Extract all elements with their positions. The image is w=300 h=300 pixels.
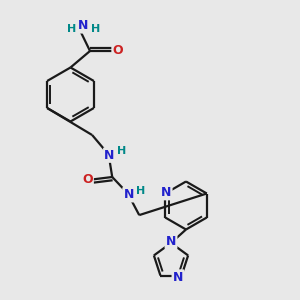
Text: H: H bbox=[136, 185, 145, 196]
Text: N: N bbox=[173, 271, 183, 284]
Text: O: O bbox=[82, 173, 93, 186]
Text: N: N bbox=[104, 148, 115, 162]
Text: N: N bbox=[166, 235, 176, 248]
Text: O: O bbox=[112, 44, 123, 58]
Text: H: H bbox=[67, 24, 76, 34]
Text: N: N bbox=[78, 19, 88, 32]
Text: N: N bbox=[161, 186, 171, 199]
Text: N: N bbox=[124, 188, 134, 201]
Text: H: H bbox=[117, 146, 126, 157]
Text: H: H bbox=[91, 24, 100, 34]
